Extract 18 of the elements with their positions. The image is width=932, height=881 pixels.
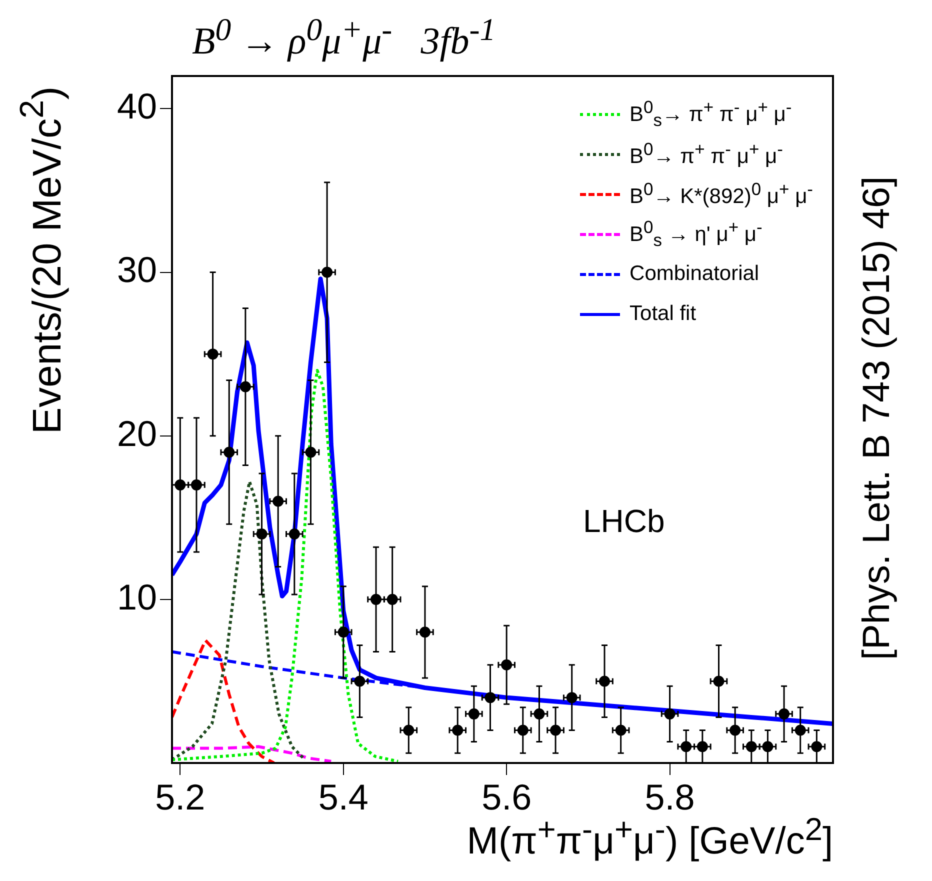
- line-series: [172, 368, 400, 763]
- text: B$^{0}$→ π$^{+}$ π$^{-}$ μ$^{+}$ μ$^{-}$: [630, 139, 783, 168]
- x-tick-label: 5.4: [318, 776, 368, 818]
- legend-label: B$^{0}$$_{s}$ → η' μ$^{+}$ μ$^{-}$: [630, 216, 762, 252]
- text: B$^{0}$$_{s}$→ π$^{+}$ π$^{-}$ μ$^{+}$ μ$^{-}$: [630, 96, 792, 130]
- legend-label: B$^{0}$→ K*(892)$^{0}$ μ$^{+}$ μ$^{-}$: [630, 179, 813, 209]
- y-tick-label: 10: [116, 576, 157, 618]
- x-tick-label: 5.2: [155, 776, 206, 818]
- chart-title: B$^{0}$ → ρ$^{0}$μ$^{+}$μ$^{-}$ 3fb$^{-1}$: [192, 12, 496, 63]
- text: [Phys. Lett. B 743 (2015) 46]: [856, 175, 899, 662]
- line-series: [172, 745, 333, 763]
- legend-label: Total fit: [630, 302, 696, 326]
- y-tick-label: 40: [116, 86, 157, 127]
- annotation: LHCb: [583, 503, 665, 540]
- legend-label: Combinatorial: [630, 262, 760, 286]
- y-tick-label: 30: [116, 249, 157, 290]
- y-tick-label: 20: [116, 412, 157, 454]
- line-series: [172, 638, 276, 763]
